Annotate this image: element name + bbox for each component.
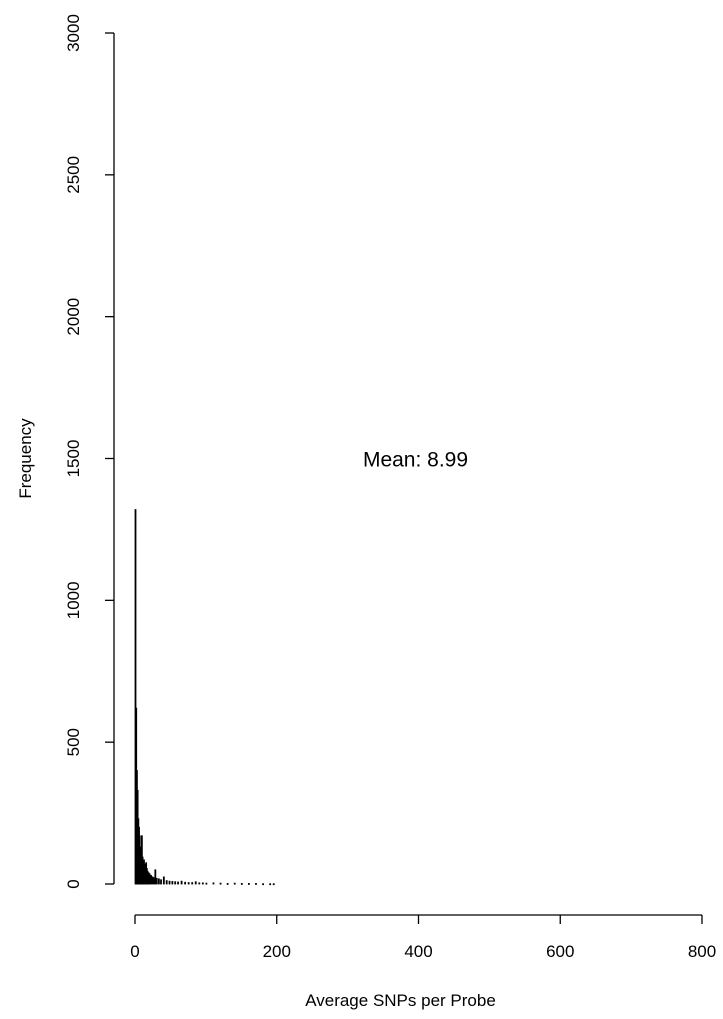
histogram-bar	[160, 879, 162, 885]
y-axis: 0 500 1000 1500 2000 2500 3000	[64, 14, 115, 889]
histogram-bar	[148, 873, 151, 885]
y-tick-label: 0	[64, 879, 83, 888]
histogram-bar	[191, 882, 194, 885]
histogram-bar	[168, 880, 171, 885]
histogram-bar	[187, 882, 190, 885]
histogram-bar	[255, 883, 257, 885]
histogram-bar	[155, 877, 158, 885]
histogram-bar	[174, 881, 177, 885]
histogram-bar	[198, 882, 201, 885]
histogram-bar	[157, 878, 160, 885]
x-tick-label: 200	[263, 942, 291, 961]
x-tick-label: 0	[130, 942, 139, 961]
x-axis: 0 200 400 600 800	[130, 914, 716, 961]
histogram-bar	[150, 875, 152, 885]
histogram-bar	[154, 869, 157, 885]
histogram-bar	[171, 881, 174, 885]
histogram-bar	[272, 883, 275, 886]
y-tick-label: 1000	[64, 581, 83, 619]
y-tick-label: 500	[64, 728, 83, 756]
x-tick-label: 800	[688, 942, 716, 961]
histogram-bar	[184, 881, 187, 885]
histogram-bar	[233, 882, 236, 885]
histogram-bar	[269, 883, 272, 886]
histogram-bar	[262, 883, 264, 886]
x-tick-label: 400	[404, 942, 432, 961]
histogram-bar	[226, 883, 229, 885]
mean-annotation: Mean: 8.99	[363, 449, 468, 472]
y-tick-label: 2000	[64, 298, 83, 336]
histogram-bars	[134, 509, 275, 886]
y-tick-label: 2500	[64, 156, 83, 194]
histogram-bar	[194, 881, 197, 885]
y-tick-label: 3000	[64, 14, 83, 52]
histogram-bar	[219, 882, 222, 885]
histogram-bar	[205, 882, 208, 885]
histogram-bar	[247, 883, 250, 885]
histogram-bar	[180, 880, 183, 885]
y-tick-label: 1500	[64, 440, 83, 478]
histogram-bar	[153, 877, 155, 885]
histogram-bar	[201, 882, 204, 885]
y-axis-title: Frequency	[16, 418, 35, 499]
x-axis-title: Average SNPs per Probe	[305, 991, 496, 1010]
histogram-bar	[240, 883, 243, 885]
histogram-bar	[151, 876, 154, 885]
histogram-bar	[177, 881, 179, 885]
histogram-bar	[212, 882, 215, 885]
histogram-bar	[165, 880, 168, 885]
histogram-bar	[162, 876, 165, 885]
x-tick-label: 600	[546, 942, 574, 961]
